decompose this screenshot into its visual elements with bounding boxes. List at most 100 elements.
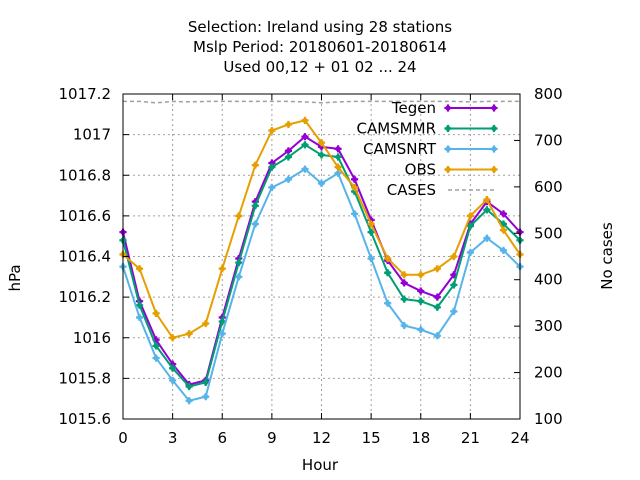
- data-point-camsnrt: [170, 377, 176, 384]
- y2-tick-label: 200: [534, 364, 563, 382]
- legend-marker-camsmmr: [445, 125, 451, 132]
- y2-tick-label: 300: [534, 317, 563, 335]
- y-tick-label: 1017.2: [59, 85, 112, 103]
- y2-tick-label: 400: [534, 271, 563, 289]
- y-tick-label: 1015.6: [59, 410, 112, 428]
- series-camsmmr: [119, 141, 524, 391]
- data-point-camsnrt: [186, 398, 192, 404]
- data-point-tegen: [434, 294, 440, 300]
- x-tick-label: 24: [510, 429, 529, 447]
- x-tick-label: 9: [267, 429, 277, 447]
- legend-label-camsmmr: CAMSMMR: [356, 120, 436, 138]
- data-point-obs: [269, 127, 275, 134]
- x-tick-label: 3: [168, 429, 178, 447]
- data-point-camsnrt: [335, 170, 341, 176]
- data-point-camsmmr: [418, 298, 424, 304]
- data-point-camsmmr: [219, 318, 225, 325]
- grid: [123, 94, 520, 419]
- data-point-camsmmr: [451, 282, 457, 288]
- data-point-camsnrt: [153, 355, 159, 361]
- y-tick-label: 1017: [73, 126, 111, 144]
- data-point-tegen: [500, 211, 507, 217]
- y-axis-label: hPa: [6, 264, 24, 291]
- data-point-obs: [368, 221, 374, 227]
- legend: Tegen CAMSMMR CAMSNRT OBS CASES: [356, 99, 498, 199]
- data-point-camsnrt: [252, 221, 258, 227]
- y-tick-label: 1016.4: [59, 248, 112, 266]
- data-point-obs: [136, 266, 143, 272]
- data-point-camsmmr: [170, 365, 176, 371]
- data-point-obs: [302, 117, 308, 124]
- data-point-camsnrt: [467, 249, 473, 256]
- data-point-camsmmr: [335, 154, 341, 160]
- y2-tick-label: 600: [534, 178, 563, 196]
- data-point-tegen: [401, 280, 407, 286]
- legend-marker-obs: [491, 166, 497, 173]
- legend-label-camsnrt: CAMSNRT: [363, 140, 437, 158]
- data-point-camsnrt: [219, 331, 225, 337]
- data-point-camsmmr: [368, 229, 374, 235]
- data-point-obs: [236, 213, 242, 219]
- data-point-obs: [467, 213, 473, 219]
- title-line-2: Mslp Period: 20180601-20180614: [193, 38, 447, 56]
- legend-marker-obs: [445, 166, 451, 173]
- x-axis-label: Hour: [302, 456, 339, 474]
- y-tick-label: 1016: [73, 329, 111, 347]
- data-point-obs: [186, 331, 192, 337]
- x-tick-label: 15: [362, 429, 381, 447]
- y-tick-label: 1016.8: [59, 166, 112, 184]
- data-point-camsnrt: [285, 176, 292, 182]
- data-point-tegen: [269, 160, 275, 166]
- data-point-obs: [219, 266, 225, 272]
- data-point-camsnrt: [368, 255, 374, 262]
- data-point-camsmmr: [269, 164, 275, 170]
- data-point-camsnrt: [401, 322, 407, 329]
- data-point-obs: [351, 184, 358, 191]
- title-line-3: Used 00,12 + 01 02 ... 24: [223, 58, 416, 76]
- y2-axis-label: No cases: [598, 222, 616, 290]
- y-tick-label: 1016.6: [59, 207, 112, 225]
- data-point-obs: [484, 197, 490, 203]
- legend-label-obs: OBS: [405, 161, 436, 179]
- x-tick-label: 12: [312, 429, 331, 447]
- data-point-tegen: [418, 288, 424, 294]
- data-point-camsmmr: [434, 304, 440, 310]
- data-point-camsmmr: [252, 203, 258, 209]
- tick-layer: 0 3 6 9 12 15 18 21 24 1015.6 1015.8 1016 1016.2 1016…: [59, 85, 563, 447]
- data-point-tegen: [335, 146, 341, 152]
- data-point-obs: [434, 266, 440, 272]
- data-point-camsmmr: [385, 270, 391, 276]
- data-point-camsnrt: [351, 211, 358, 217]
- data-point-camsmmr: [285, 154, 292, 160]
- y2-tick-label: 800: [534, 85, 563, 103]
- data-point-camsmmr: [302, 142, 308, 148]
- data-point-camsmmr: [484, 207, 490, 213]
- legend-label-cases: CASES: [387, 181, 436, 199]
- legend-marker-tegen: [445, 105, 451, 111]
- y2-tick-label: 700: [534, 131, 563, 149]
- data-point-obs: [401, 272, 407, 278]
- data-point-obs: [318, 140, 325, 146]
- data-point-obs: [500, 227, 507, 233]
- cases-series-line: [123, 100, 520, 104]
- y2-tick-label: 100: [534, 410, 563, 428]
- legend-marker-camsnrt: [445, 146, 451, 152]
- data-point-camsmmr: [136, 302, 143, 308]
- data-point-camsnrt: [500, 247, 507, 254]
- data-point-camsnrt: [434, 333, 440, 339]
- legend-marker-tegen: [491, 105, 497, 111]
- x-tick-label: 0: [118, 429, 128, 447]
- x-tick-label: 18: [411, 429, 430, 447]
- series-layer: [119, 100, 524, 405]
- data-point-camsnrt: [136, 314, 143, 321]
- data-point-camsnrt: [302, 166, 308, 172]
- y2-tick-label: 500: [534, 224, 563, 242]
- legend-marker-camsmmr: [491, 125, 497, 132]
- data-point-obs: [385, 255, 391, 262]
- data-point-obs: [335, 164, 341, 170]
- data-point-camsmmr: [467, 223, 473, 229]
- data-point-obs: [203, 320, 209, 327]
- data-point-camsmmr: [186, 383, 192, 390]
- chart-title: Selection: Ireland using 28 stations Msl…: [188, 18, 452, 76]
- data-point-camsnrt: [451, 308, 457, 314]
